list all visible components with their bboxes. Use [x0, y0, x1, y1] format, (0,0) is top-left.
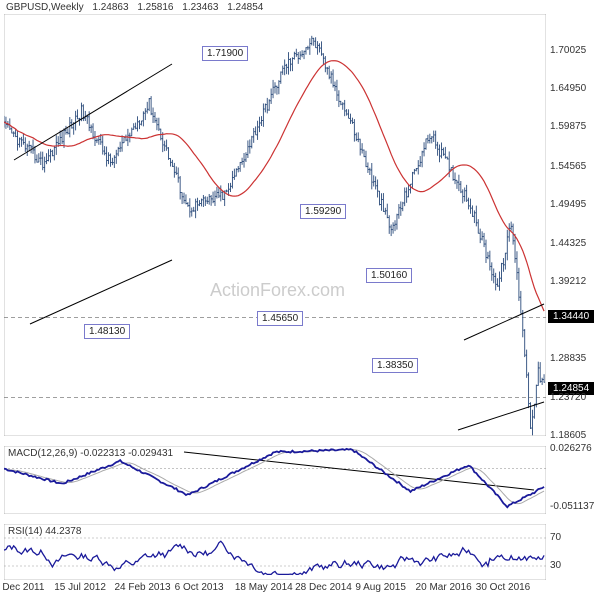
rsi-chart	[4, 524, 546, 580]
y-tick-label: 1.39212	[550, 276, 586, 287]
ohlc-o: 1.24863	[92, 2, 128, 13]
ohlc-h: 1.25816	[137, 2, 173, 13]
price-annotation: 1.38350	[372, 358, 418, 373]
y-tick-label: 1.59875	[550, 121, 586, 132]
x-tick-label: 20 Mar 2016	[416, 582, 472, 593]
macd-label: MACD(12,26,9) -0.022313 -0.029431	[8, 448, 173, 459]
rsi-y-tick: 70	[550, 532, 561, 543]
y-tick-label: 1.44325	[550, 238, 586, 249]
x-tick-label: 30 Oct 2016	[476, 582, 530, 593]
x-tick-label: 4 Dec 2011	[0, 582, 44, 593]
x-tick-label: 18 May 2014	[235, 582, 293, 593]
y-tick-label: 1.23720	[550, 392, 586, 403]
x-tick-label: 9 Aug 2015	[355, 582, 406, 593]
macd-y-tick: 0.026276	[550, 443, 592, 454]
rsi-y-tick: 30	[550, 560, 561, 571]
price-chart	[4, 14, 546, 436]
price-annotation: 1.59290	[300, 204, 346, 219]
y-tick-label: 1.54565	[550, 161, 586, 172]
y-tick-label: 1.49495	[550, 199, 586, 210]
ohlc-l: 1.23463	[182, 2, 218, 13]
x-tick-label: 6 Oct 2013	[175, 582, 224, 593]
price-annotation: 1.50160	[366, 268, 412, 283]
chart-header: GBPUSD,Weekly 1.24863 1.25816 1.23463 1.…	[6, 2, 269, 13]
price-annotation: 1.48130	[84, 324, 130, 339]
y-tick-label: 1.18605	[550, 430, 586, 441]
x-tick-label: 28 Dec 2014	[295, 582, 352, 593]
rsi-label: RSI(14) 44.2378	[8, 526, 81, 537]
price-tag-level: 1.34440	[548, 310, 594, 323]
macd-y-tick: -0.051137	[550, 501, 594, 512]
y-tick-label: 1.64950	[550, 83, 586, 94]
y-tick-label: 1.70025	[550, 45, 586, 56]
x-tick-label: 15 Jul 2012	[54, 582, 106, 593]
ohlc-c: 1.24854	[227, 2, 263, 13]
price-annotation: 1.45650	[257, 311, 303, 326]
x-tick-label: 24 Feb 2013	[114, 582, 170, 593]
price-annotation: 1.71900	[202, 46, 248, 61]
symbol-label: GBPUSD,Weekly	[6, 2, 84, 13]
y-tick-label: 1.28835	[550, 353, 586, 364]
